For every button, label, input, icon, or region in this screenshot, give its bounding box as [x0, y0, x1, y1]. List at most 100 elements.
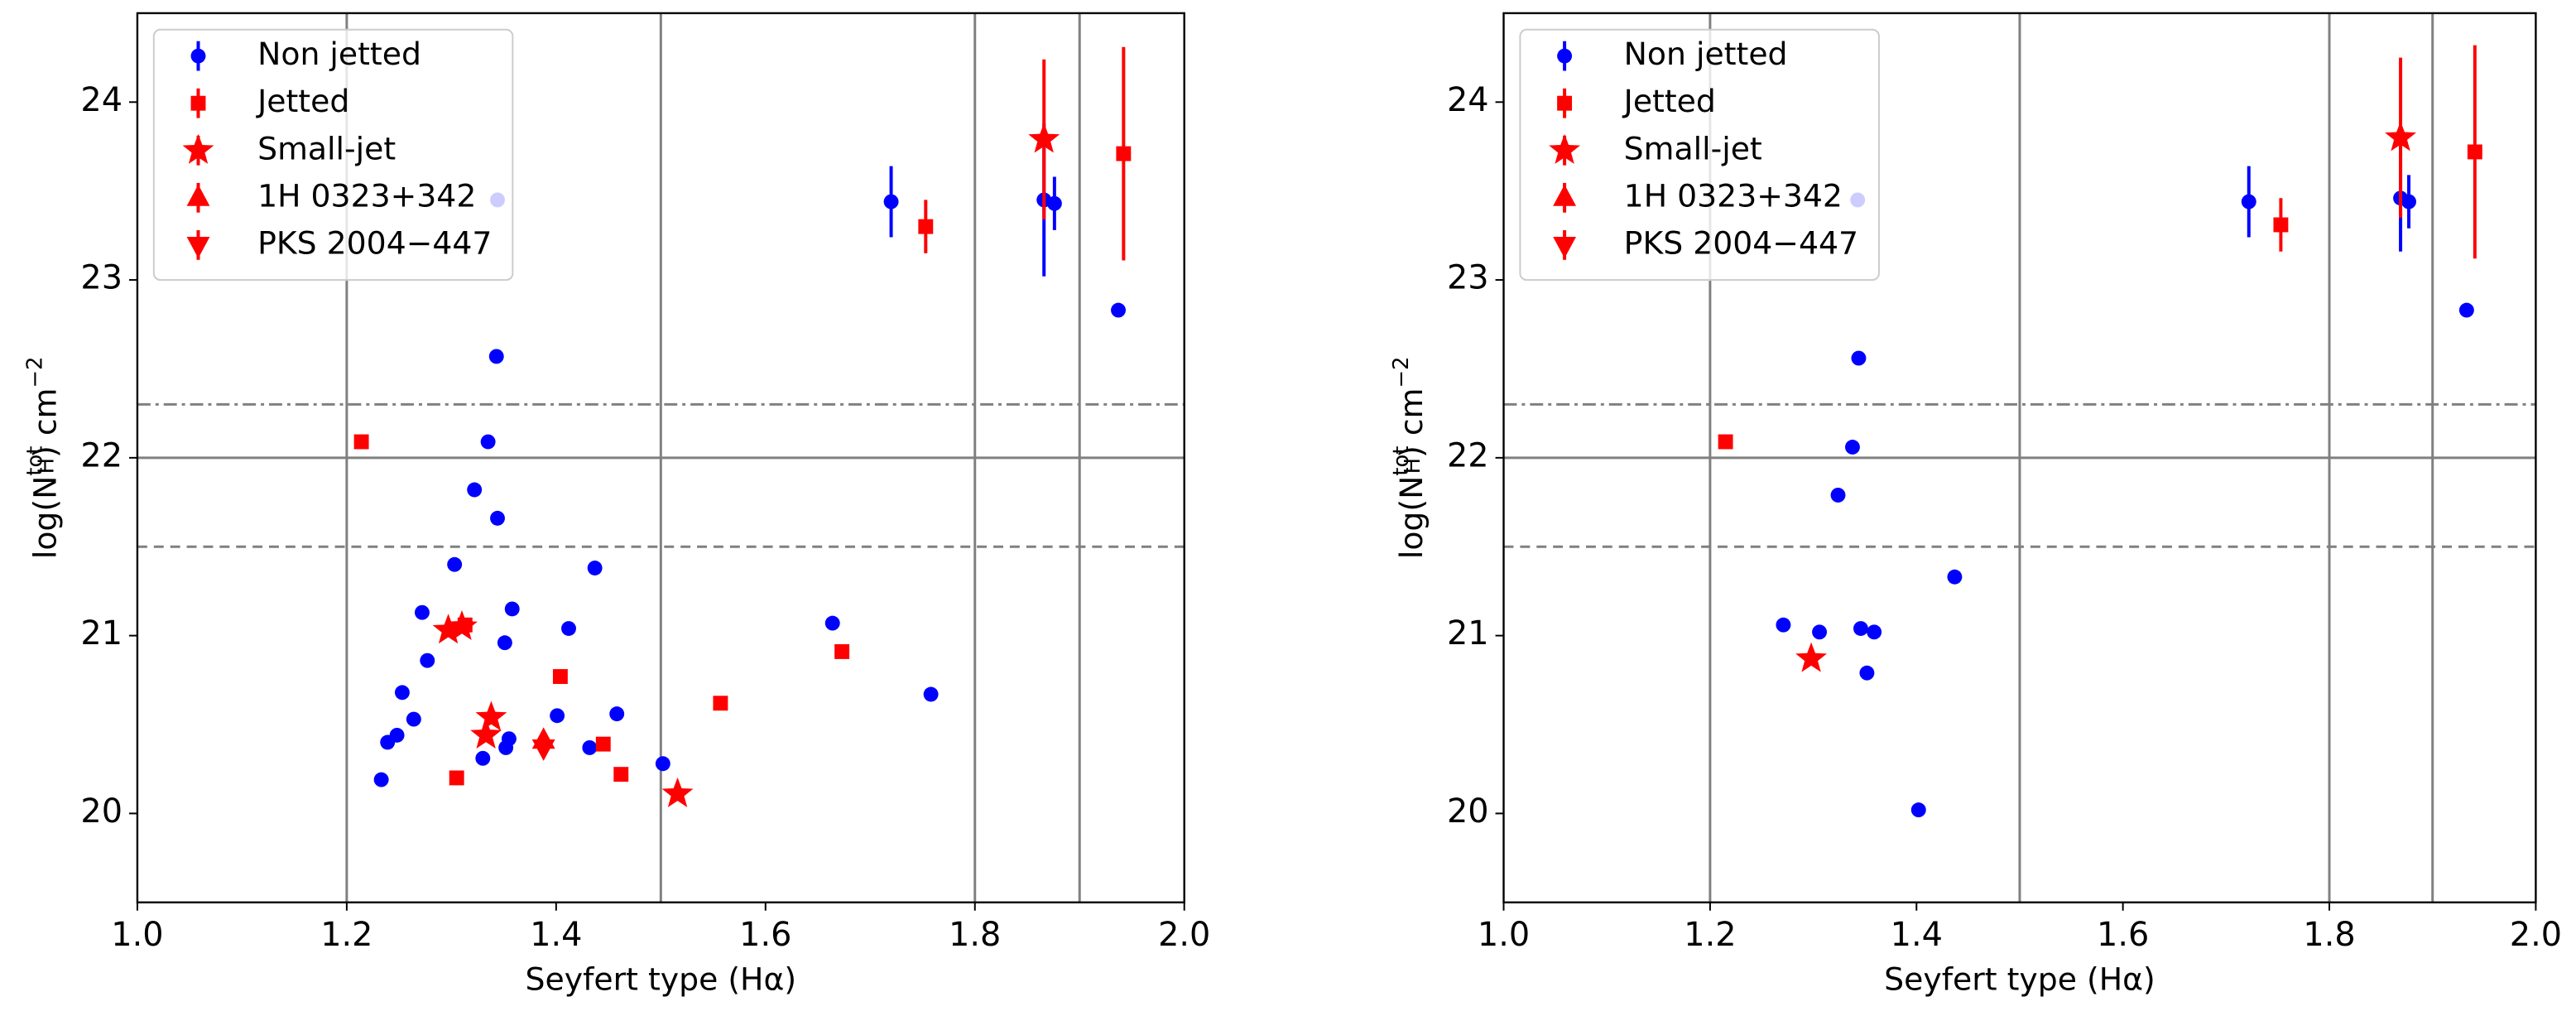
point: [883, 194, 899, 209]
y-axis-label-part: −2: [1389, 357, 1414, 388]
point: [561, 621, 576, 636]
y-axis-label-part: H: [1401, 458, 1425, 474]
legend-marker: [1553, 184, 1577, 206]
point: [480, 434, 496, 450]
legend-box: [152, 28, 514, 282]
x-tick-label: 1.4: [1891, 916, 1943, 954]
y-axis-label-part: log(N: [1393, 476, 1430, 560]
point: [1910, 802, 1926, 818]
legend-label: Small-jet: [1624, 130, 1762, 166]
legend: Non jetted Jetted Small-jet 1H 0323+342 PKS …: [1519, 28, 1880, 282]
point: [447, 556, 463, 572]
legend-label: 1H 0323+342: [1624, 177, 1843, 214]
legend-label: Jetted: [1622, 83, 1716, 119]
x-axis-label: Seyfert type (Hα): [526, 961, 797, 998]
point: [923, 686, 939, 702]
point: [467, 482, 483, 498]
y-axis-label-part: H: [34, 458, 59, 474]
y-axis-label: log(NtotH) cm−2: [22, 357, 63, 560]
point: [613, 767, 629, 782]
point: [1853, 621, 1868, 636]
point: [609, 706, 625, 722]
point: [1851, 350, 1867, 366]
legend-label: Non jetted: [257, 36, 421, 72]
point: [1795, 642, 1828, 672]
point: [1947, 569, 1963, 585]
legend-marker: [186, 184, 210, 206]
x-tick-label: 1.2: [1684, 916, 1736, 954]
y-axis-label-part: log(N: [26, 476, 63, 560]
legend-marker: [1557, 95, 1573, 111]
x-tick-label: 1.8: [2303, 916, 2355, 954]
point: [552, 669, 568, 684]
point: [2458, 302, 2474, 318]
y-axis-label-part: tot: [1389, 446, 1414, 476]
legend-marker: [190, 48, 206, 64]
point: [824, 615, 840, 631]
point: [498, 739, 514, 755]
point: [406, 711, 421, 727]
point: [373, 772, 389, 787]
point: [1776, 617, 1791, 633]
point: [353, 434, 369, 450]
legend-marker: [1557, 48, 1573, 64]
legend: Non jetted Jetted Small-jet 1H 0323+342 PKS …: [152, 28, 514, 282]
point: [2385, 121, 2416, 152]
point: [531, 739, 555, 761]
point: [1867, 624, 1882, 640]
y-tick-label: 23: [1447, 259, 1489, 297]
point: [497, 635, 512, 651]
plot-area: [137, 12, 1185, 903]
point: [380, 734, 396, 750]
point: [587, 561, 603, 575]
point: [1845, 440, 1860, 455]
y-axis-label-part: ) cm: [26, 388, 63, 458]
point: [420, 652, 435, 668]
y-axis-label: log(NtotH) cm−2: [1389, 357, 1430, 560]
point: [470, 719, 502, 749]
point: [475, 750, 491, 766]
x-axis-label: Seyfert type (Hα): [1884, 961, 2155, 998]
legend-label: PKS 2004−447: [1624, 224, 1858, 261]
y-tick-label: 21: [80, 614, 123, 652]
point: [550, 708, 565, 724]
y-tick-label: 22: [1447, 436, 1489, 474]
x-tick-label: 2.0: [2510, 916, 2562, 954]
y-tick-label: 21: [1447, 614, 1489, 652]
y-tick-label: 23: [80, 259, 123, 297]
point: [1812, 624, 1828, 640]
point: [918, 219, 934, 234]
y-tick-label: 20: [1447, 792, 1489, 831]
point: [1028, 123, 1060, 153]
x-tick-label: 1.0: [1478, 916, 1530, 954]
y-tick-label: 22: [80, 436, 123, 474]
legend-marker: [1553, 236, 1577, 258]
x-tick-label: 1.0: [111, 916, 163, 954]
point: [2273, 217, 2289, 233]
point: [415, 604, 430, 620]
point: [1046, 195, 1062, 211]
point: [432, 614, 464, 644]
point: [2241, 194, 2256, 209]
point: [1830, 487, 1846, 503]
point: [661, 777, 694, 807]
point: [595, 736, 611, 752]
x-tick-label: 1.2: [320, 916, 372, 954]
point: [394, 685, 410, 701]
x-tick-label: 2.0: [1158, 916, 1210, 954]
point: [713, 696, 728, 711]
x-tick-label: 1.6: [739, 916, 791, 954]
y-tick-label: 20: [80, 792, 123, 831]
y-axis-label-part: ) cm: [1393, 388, 1430, 458]
legend-marker: [190, 95, 206, 111]
point: [488, 349, 504, 364]
point: [504, 601, 520, 617]
legend-marker: [182, 133, 214, 164]
point: [834, 644, 850, 659]
chart: 1.0 1.2 1.4 1.6 1.8 2.0 20 21 22 23 24 Seyfert type…: [22, 12, 1210, 998]
point: [1859, 665, 1875, 681]
point: [449, 770, 464, 786]
point: [655, 756, 670, 772]
x-tick-label: 1.6: [2097, 916, 2149, 954]
